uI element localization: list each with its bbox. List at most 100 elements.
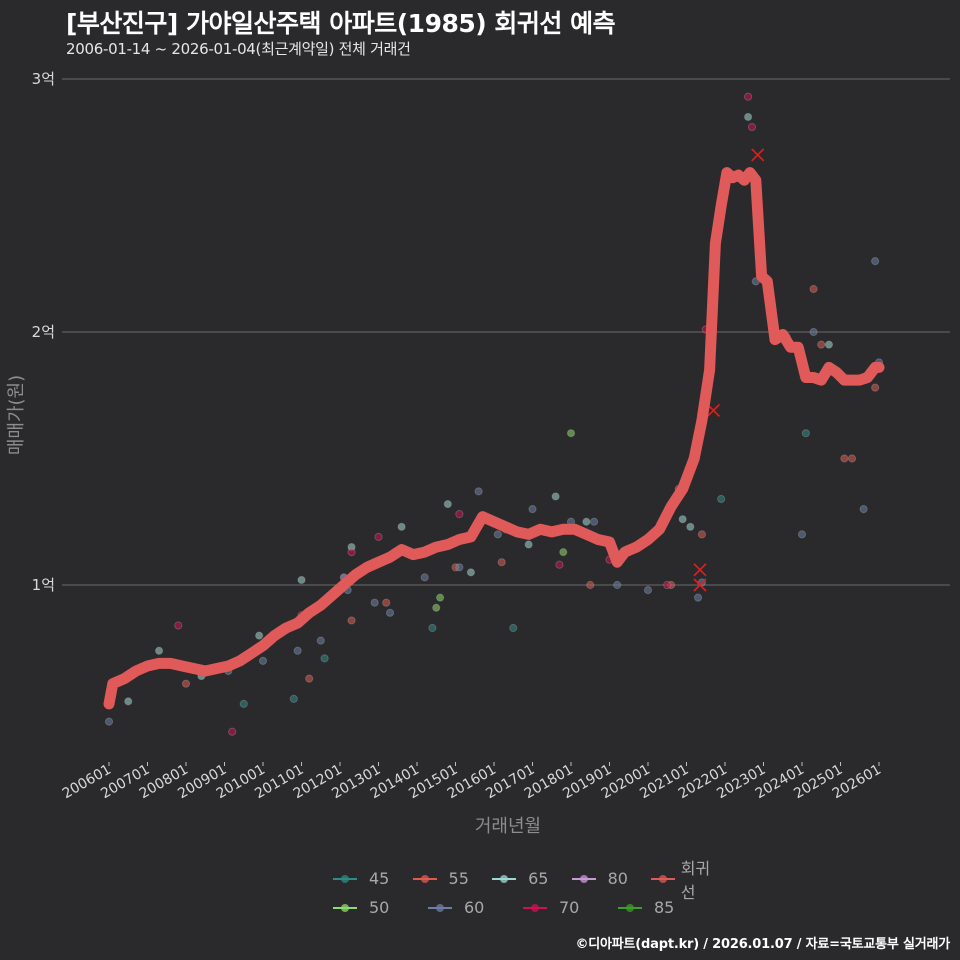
data-point-55 bbox=[871, 383, 880, 392]
regression-line bbox=[103, 167, 885, 710]
data-point-65 bbox=[124, 697, 133, 706]
legend-item-70: 70 bbox=[523, 898, 618, 917]
data-point-65 bbox=[678, 515, 687, 524]
data-point-60 bbox=[474, 487, 483, 496]
data-point-60 bbox=[293, 646, 302, 655]
legend-key-icon bbox=[412, 873, 437, 885]
data-point-60 bbox=[871, 257, 880, 266]
data-point-45 bbox=[289, 694, 298, 703]
data-point-60 bbox=[493, 530, 502, 539]
data-point-60 bbox=[693, 593, 703, 602]
legend-item-50: 50 bbox=[333, 898, 428, 917]
y-tick-label: 2억 bbox=[32, 323, 55, 341]
data-point-55 bbox=[497, 558, 506, 567]
x-axis-title: 거래년월 bbox=[475, 816, 541, 837]
legend-item-60: 60 bbox=[428, 898, 523, 917]
data-point-70 bbox=[555, 560, 564, 569]
data-point-60 bbox=[809, 327, 818, 337]
data-point-60 bbox=[385, 608, 395, 617]
legend-key-icon bbox=[428, 902, 452, 914]
data-point-45 bbox=[428, 623, 437, 633]
data-point-60 bbox=[590, 517, 599, 526]
legend-item-85: 85 bbox=[618, 898, 713, 917]
data-point-60 bbox=[643, 585, 653, 595]
legend-row-1: 45 55 65 80 회귀선 bbox=[333, 859, 713, 902]
outlier-marker bbox=[693, 563, 707, 577]
data-point-55 bbox=[382, 598, 391, 607]
legend-label: 회귀선 bbox=[680, 858, 711, 902]
legend-label: 45 bbox=[369, 869, 390, 888]
y-tick-label: 1억 bbox=[32, 576, 55, 594]
data-point-60 bbox=[420, 573, 429, 582]
data-point-45 bbox=[239, 699, 248, 709]
legend-key-icon bbox=[523, 902, 547, 914]
legend-key-icon bbox=[618, 902, 642, 914]
data-point-60 bbox=[859, 505, 868, 514]
data-point-45 bbox=[717, 494, 726, 504]
data-point-70 bbox=[747, 122, 757, 132]
data-point-70 bbox=[455, 510, 464, 519]
legend-item-회귀선: 회귀선 bbox=[651, 855, 713, 903]
data-point-50 bbox=[566, 429, 576, 438]
legend-row-2: 50 60 70 85 bbox=[333, 893, 713, 922]
data-point-55 bbox=[181, 679, 191, 688]
legend-item-65: 65 bbox=[492, 869, 572, 888]
data-point-60 bbox=[528, 505, 537, 514]
legend-key-icon bbox=[492, 873, 517, 885]
data-point-50 bbox=[436, 593, 445, 602]
gridlines bbox=[62, 78, 950, 586]
data-point-55 bbox=[847, 454, 857, 463]
data-point-55 bbox=[840, 454, 849, 463]
data-point-55 bbox=[305, 674, 314, 683]
data-point-60 bbox=[316, 636, 325, 645]
chart-legend: 45 55 65 80 회귀선 50 60 70 85 bbox=[333, 859, 713, 922]
scatter-points bbox=[104, 92, 884, 736]
legend-label: 85 bbox=[654, 898, 675, 917]
x-axis-ticks: 2006012007012008012009012010012011012012… bbox=[60, 762, 884, 803]
data-point-60 bbox=[613, 580, 622, 590]
y-axis-title: 매매가(원) bbox=[6, 375, 27, 455]
data-point-55 bbox=[586, 580, 595, 590]
data-point-70 bbox=[744, 92, 753, 101]
source-caption: ©디아파트(dapt.kr) / 2026.01.07 / 자료=국토교통부 실… bbox=[575, 937, 950, 952]
data-point-55 bbox=[347, 616, 356, 625]
data-point-65 bbox=[744, 112, 753, 122]
data-point-55 bbox=[697, 530, 707, 539]
legend-label: 65 bbox=[528, 869, 549, 888]
data-point-50 bbox=[559, 548, 568, 557]
data-point-65 bbox=[551, 492, 560, 501]
data-point-45 bbox=[320, 654, 329, 663]
legend-key-icon bbox=[651, 873, 676, 885]
outlier-marker bbox=[693, 578, 707, 592]
data-point-65 bbox=[443, 499, 452, 509]
legend-item-55: 55 bbox=[412, 869, 493, 888]
data-point-65 bbox=[297, 575, 306, 585]
data-point-60 bbox=[797, 530, 807, 539]
legend-label: 60 bbox=[464, 898, 485, 917]
data-point-65 bbox=[466, 568, 475, 577]
data-point-70 bbox=[228, 727, 237, 736]
legend-key-icon bbox=[571, 873, 596, 885]
outlier-marker bbox=[751, 148, 765, 162]
chart-subtitle: 2006-01-14 ~ 2026-01-04(최근계약일) 전체 거래건 bbox=[66, 40, 411, 58]
data-point-70 bbox=[374, 532, 383, 542]
data-point-60 bbox=[104, 717, 114, 726]
legend-label: 50 bbox=[369, 898, 390, 917]
data-point-45 bbox=[509, 623, 518, 633]
legend-label: 55 bbox=[448, 869, 469, 888]
data-point-65 bbox=[154, 646, 164, 655]
data-point-60 bbox=[455, 563, 464, 572]
data-point-65 bbox=[524, 540, 533, 549]
chart-title: [부산진구] 가야일산주택 아파트(1985) 회귀선 예측 bbox=[66, 9, 616, 38]
outlier-x-markers bbox=[693, 148, 765, 592]
data-point-65 bbox=[255, 631, 264, 640]
data-point-70 bbox=[663, 580, 672, 590]
legend-item-45: 45 bbox=[333, 869, 413, 888]
y-axis-ticks: 3억 2억 1억 bbox=[32, 70, 55, 594]
y-tick-label: 3억 bbox=[32, 70, 55, 88]
data-point-70 bbox=[174, 621, 183, 630]
data-point-65 bbox=[582, 517, 591, 526]
legend-label: 70 bbox=[559, 898, 580, 917]
data-point-65 bbox=[824, 340, 834, 349]
data-point-70 bbox=[347, 548, 356, 557]
